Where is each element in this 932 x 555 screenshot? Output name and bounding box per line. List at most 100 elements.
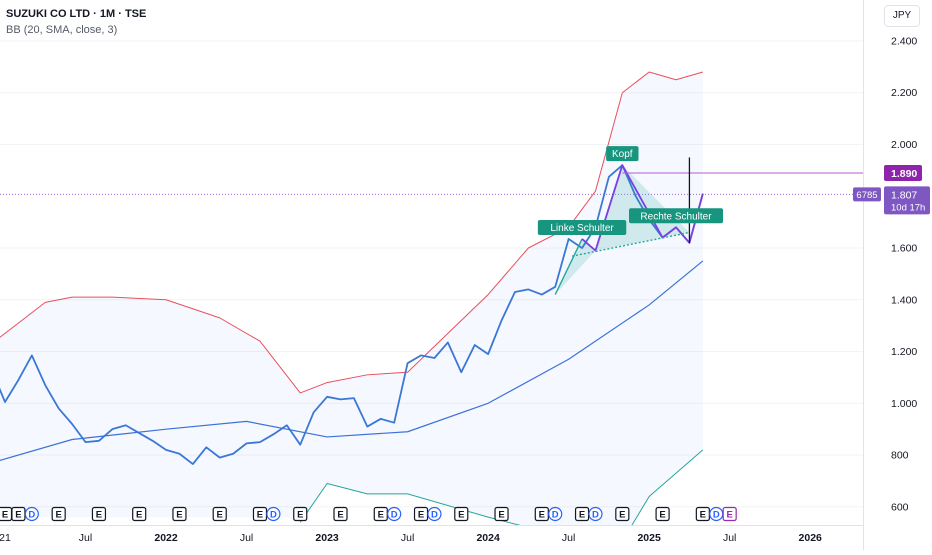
pattern-label-text: Rechte Schulter: [640, 211, 712, 222]
earnings-badge-text: E: [498, 510, 504, 521]
countdown-text: 10d 17h: [891, 202, 925, 213]
earnings-event[interactable]: E: [293, 506, 308, 522]
dividend-badge-text: D: [552, 510, 559, 521]
earnings-event[interactable]: E: [655, 506, 670, 522]
x-tick-label: Jul: [723, 532, 736, 544]
earnings-event[interactable]: E: [11, 506, 26, 522]
x-tick-label: Jul: [401, 532, 414, 544]
earnings-event[interactable]: E: [252, 506, 268, 522]
price-scale[interactable]: 2.400 2.200 2.000 1.600 1.400 1.200 1.000 800 60…: [891, 35, 917, 513]
earnings-badge-text: E: [458, 510, 464, 521]
x-tick-label: 2026: [799, 532, 823, 544]
earnings-badge-text: E: [539, 510, 545, 521]
dividend-event[interactable]: D: [427, 506, 442, 522]
earnings-badge: [212, 506, 227, 522]
earnings-badge: [132, 506, 147, 522]
symbol-tag-text: 6785: [856, 190, 877, 201]
earnings-event[interactable]: E: [534, 506, 549, 522]
earnings-event[interactable]: E: [172, 506, 187, 522]
earnings-badge-text: E: [659, 510, 665, 521]
earnings-badge: [615, 506, 630, 522]
pattern-label-text: Linke Schulter: [550, 223, 614, 234]
dividend-badge-text: D: [431, 510, 438, 521]
earnings-event[interactable]: E: [722, 506, 737, 522]
earnings-badge: [655, 506, 670, 522]
level-price-text: 1.890: [891, 168, 917, 180]
earnings-badge-text: E: [337, 510, 343, 521]
dividend-event[interactable]: D: [24, 506, 39, 522]
dividend-badge-text: D: [28, 510, 35, 521]
earnings-badge-text: E: [217, 510, 223, 521]
y-tick-label: 2.200: [891, 87, 917, 99]
pattern-label-text: Kopf: [612, 149, 633, 160]
dividend-event[interactable]: D: [709, 506, 724, 522]
pattern-label: Linke Schulter: [537, 219, 627, 235]
earnings-event[interactable]: E: [413, 506, 429, 522]
earnings-event[interactable]: E: [615, 506, 630, 522]
dividend-event[interactable]: D: [588, 506, 603, 522]
y-tick-label: 1.600: [891, 243, 917, 255]
pattern-label-box: [537, 219, 627, 235]
earnings-event[interactable]: E: [494, 506, 509, 522]
dividend-badge-text: D: [713, 510, 720, 521]
x-tick-label: 2024: [476, 532, 500, 544]
level-price-tag: [884, 164, 922, 181]
earnings-event[interactable]: E: [333, 506, 348, 522]
earnings-event[interactable]: E: [373, 506, 388, 522]
x-tick-label: Jul: [562, 532, 575, 544]
earnings-event[interactable]: E: [91, 506, 107, 522]
earnings-badge-text: E: [15, 510, 21, 521]
earnings-badge-text: E: [257, 510, 263, 521]
earnings-badge-text: E: [378, 510, 384, 521]
dividend-badge-text: D: [592, 510, 599, 521]
x-tick-label: 2025: [637, 532, 661, 544]
earnings-event[interactable]: E: [695, 506, 710, 522]
earnings-event[interactable]: E: [51, 506, 66, 522]
indicator-legend[interactable]: BB (20, SMA, close, 3): [6, 24, 118, 36]
dividend-badge: [387, 506, 402, 522]
earnings-event[interactable]: E: [0, 506, 13, 522]
earnings-badge: [91, 506, 107, 522]
dividend-badge: [548, 506, 563, 522]
earnings-event[interactable]: E: [212, 506, 227, 522]
earnings-badge-text: E: [176, 510, 182, 521]
earnings-badge-text: E: [579, 510, 585, 521]
time-scale[interactable]: 21 Jul 2022 Jul 2023 Jul 2024 Jul 2025 Jul 2026: [0, 532, 822, 544]
earnings-badge-text: E: [418, 510, 424, 521]
dividend-badge: [24, 506, 39, 522]
bollinger-band-fill: [0, 72, 703, 525]
y-tick-label: 1.400: [891, 294, 917, 306]
earnings-badge-text: E: [297, 510, 303, 521]
dividend-event[interactable]: D: [548, 506, 563, 522]
x-tick-label: 21: [0, 532, 11, 544]
x-tick-label: 2023: [315, 532, 339, 544]
earnings-event[interactable]: E: [132, 506, 147, 522]
y-tick-label: 600: [891, 501, 909, 513]
earnings-badge: [722, 506, 737, 522]
dividend-badge: [427, 506, 442, 522]
earnings-event[interactable]: E: [454, 506, 469, 522]
y-tick-label: 2.400: [891, 35, 917, 47]
price-line: [0, 164, 704, 465]
dividend-badge: [266, 506, 281, 522]
dividend-event[interactable]: D: [266, 506, 281, 522]
basis-line: [0, 260, 704, 461]
y-tick-label: 800: [891, 450, 909, 462]
pattern-label: Kopf: [606, 146, 639, 162]
earnings-event[interactable]: E: [574, 506, 590, 522]
earnings-badge: [293, 506, 308, 522]
dividend-event[interactable]: D: [387, 506, 402, 522]
pattern-label-box: [606, 146, 639, 162]
symbol-title[interactable]: SUZUKI CO LTD · 1M · TSE: [6, 8, 147, 20]
pattern-left-leg: [554, 238, 583, 295]
earnings-badge: [51, 506, 66, 522]
x-tick-label: Jul: [79, 532, 92, 544]
last-price-tag: [884, 186, 930, 215]
earnings-badge-text: E: [56, 510, 62, 521]
currency-button[interactable]: JPY: [884, 5, 920, 27]
